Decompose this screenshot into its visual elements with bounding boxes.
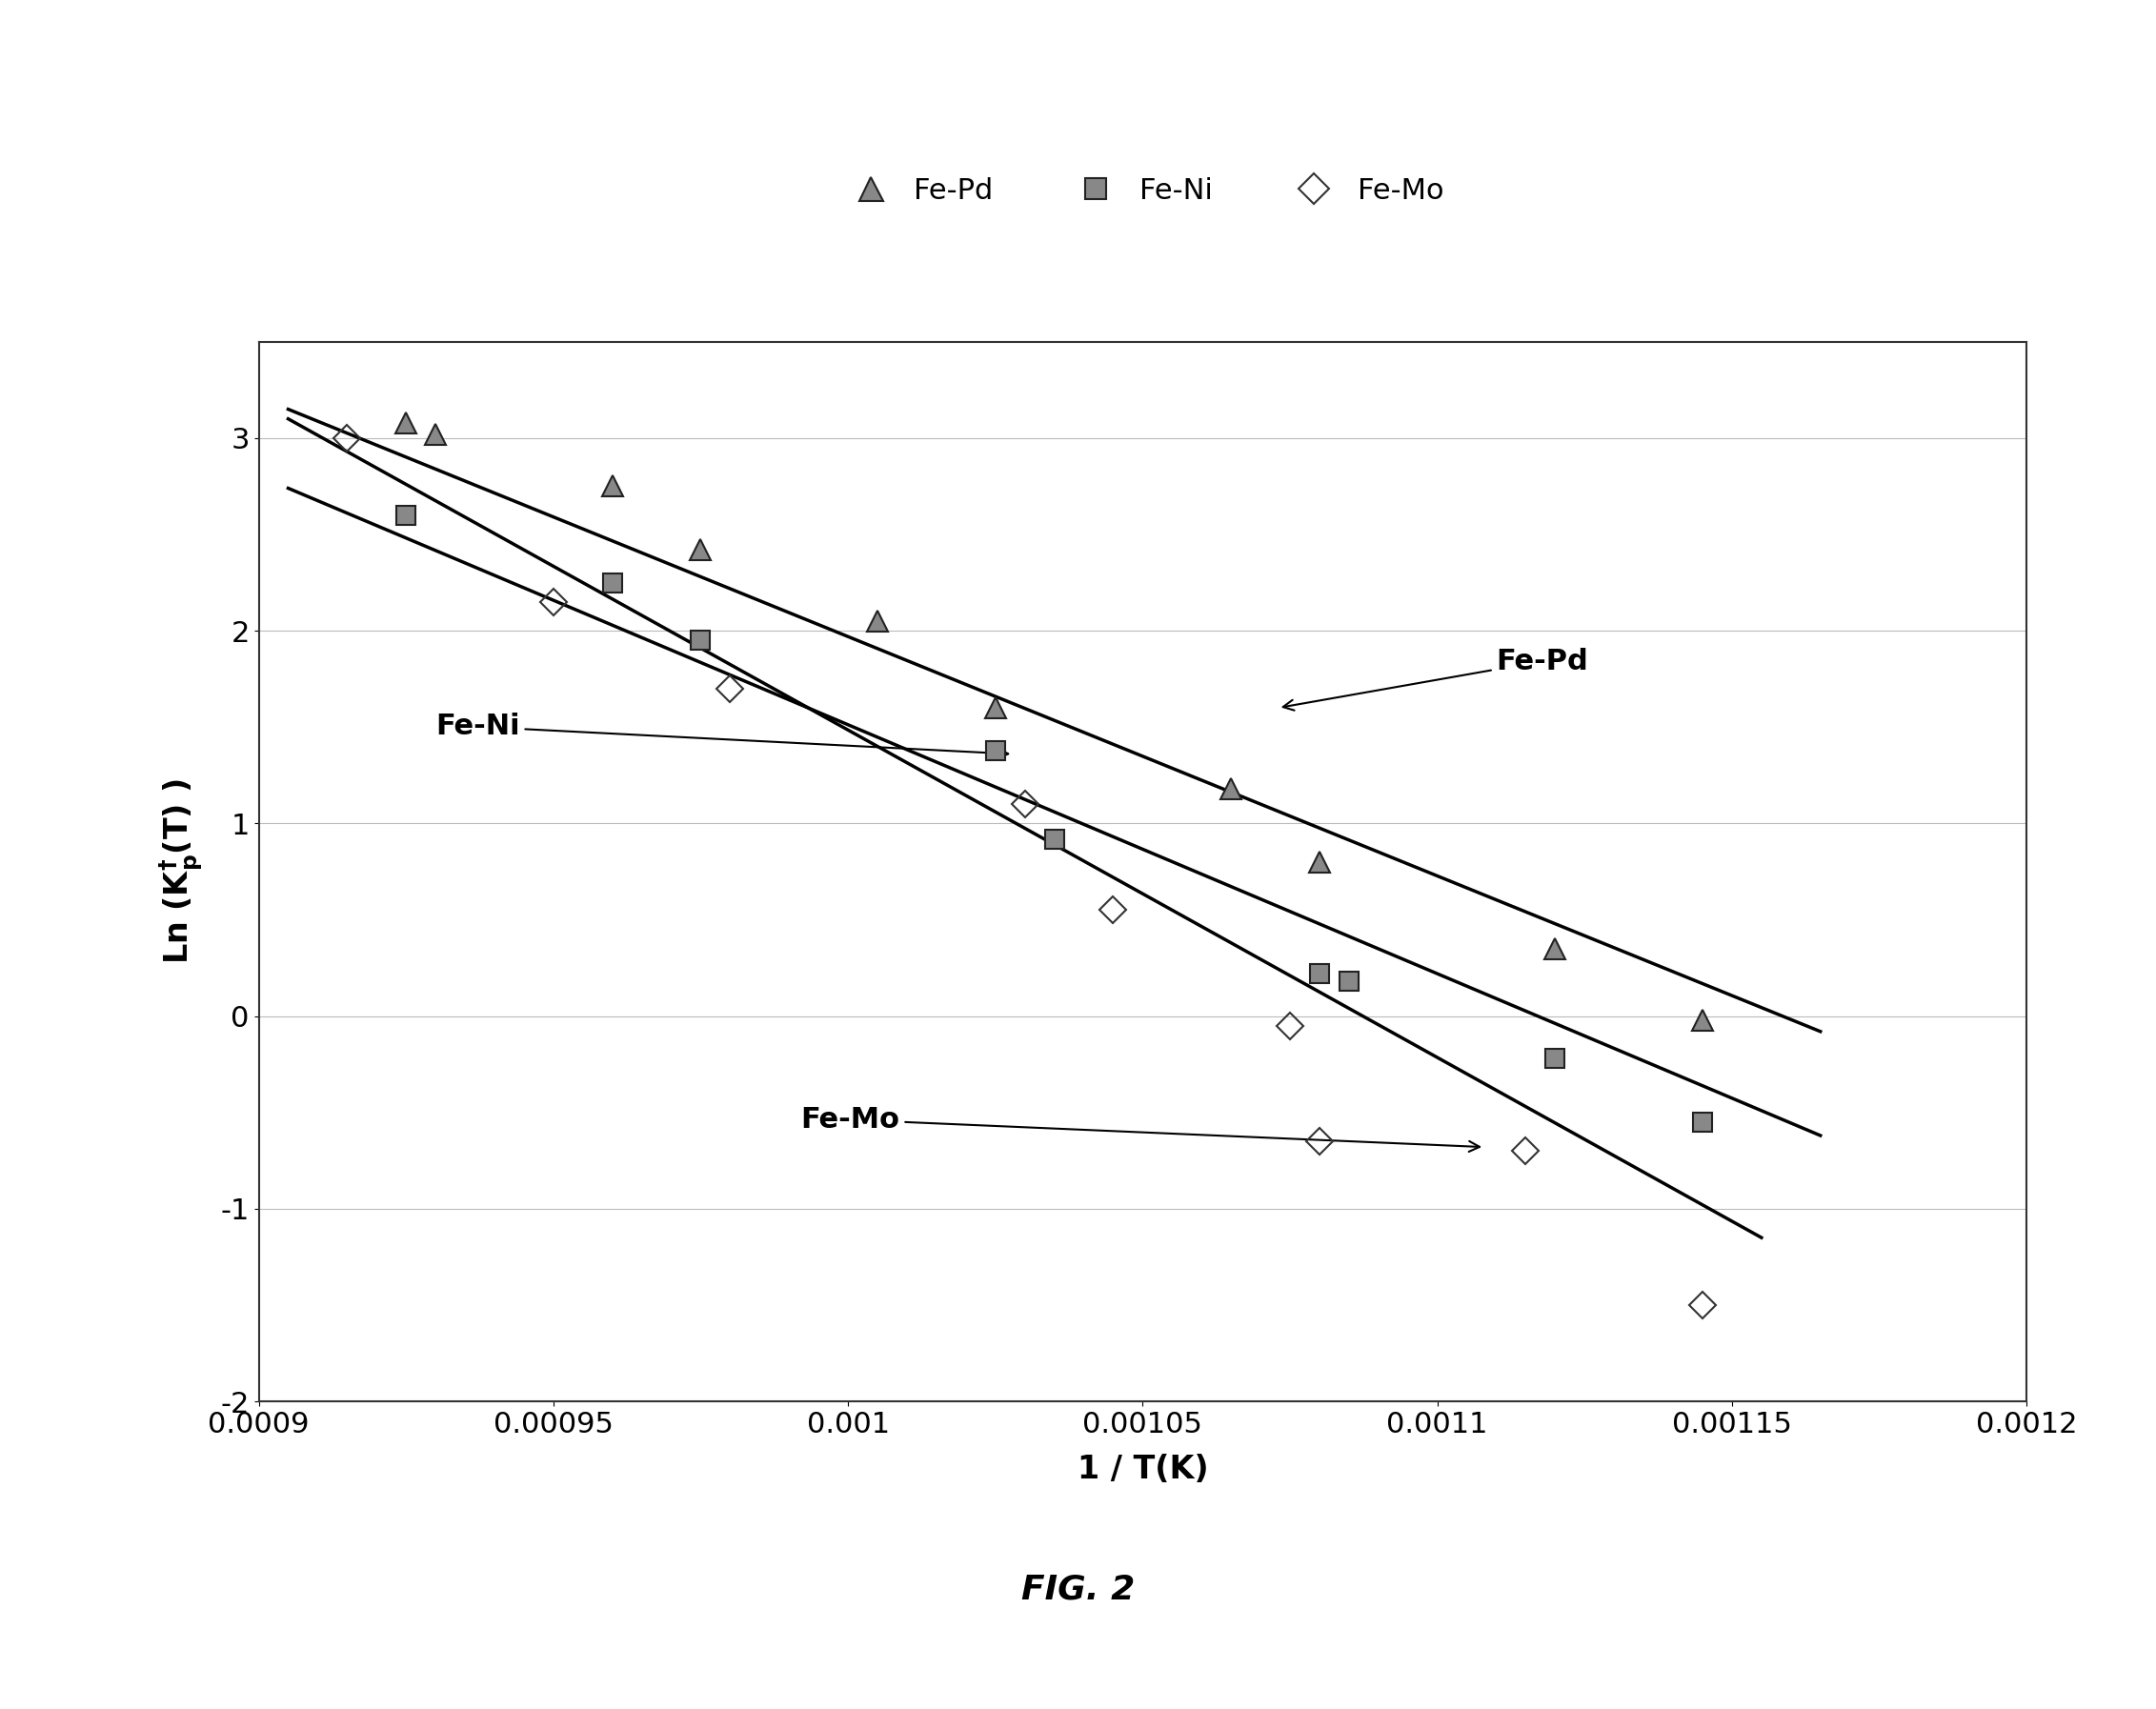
X-axis label: 1 / T(K): 1 / T(K) <box>1078 1454 1207 1485</box>
Text: Fe-Mo: Fe-Mo <box>800 1106 1479 1152</box>
Text: Fe-Pd: Fe-Pd <box>1283 648 1589 711</box>
Legend: Fe-Pd, Fe-Ni, Fe-Mo: Fe-Pd, Fe-Ni, Fe-Mo <box>830 166 1455 217</box>
Text: Fe-Ni: Fe-Ni <box>436 713 1009 759</box>
Text: FIG. 2: FIG. 2 <box>1022 1574 1134 1605</box>
Y-axis label: Ln ($\mathregular{K_p^{\dagger}}$(T) ): Ln ($\mathregular{K_p^{\dagger}}$(T) ) <box>157 779 205 964</box>
